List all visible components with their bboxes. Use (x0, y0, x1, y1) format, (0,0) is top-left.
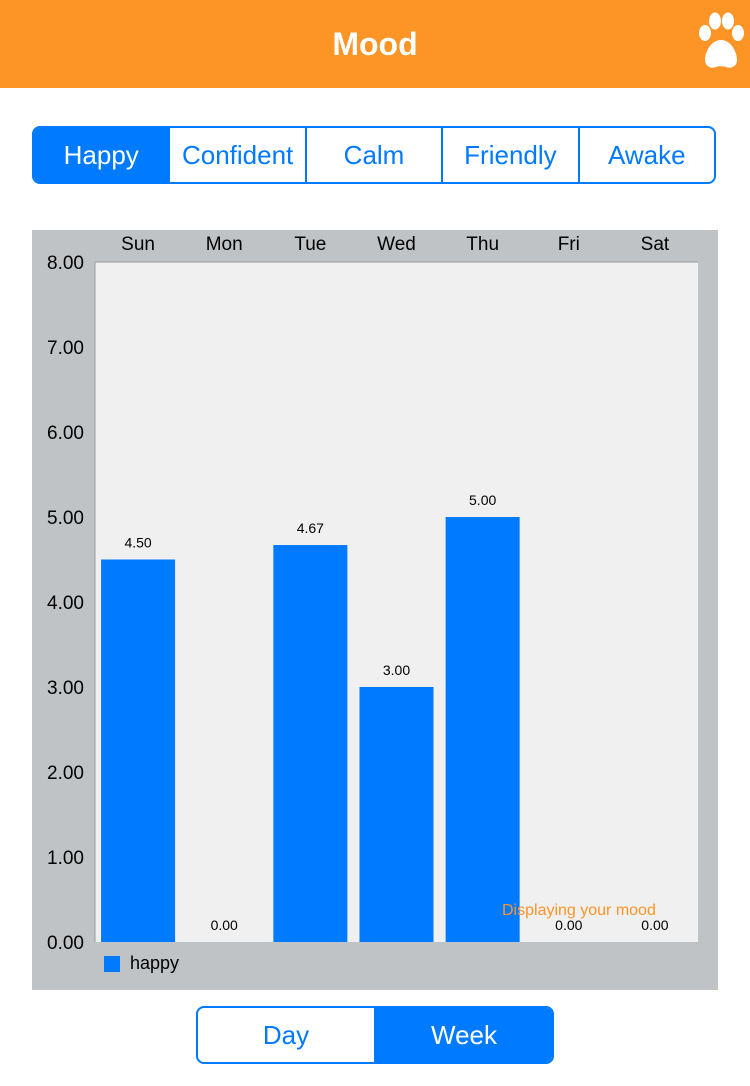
x-tick-label: Wed (377, 234, 416, 255)
y-tick-label: 0.00 (47, 933, 84, 954)
tab-confident[interactable]: Confident (168, 128, 304, 182)
x-tick-label: Sat (641, 234, 670, 255)
x-tick-label: Mon (206, 234, 243, 255)
x-tick-label: Tue (294, 234, 326, 255)
tab-calm[interactable]: Calm (304, 128, 441, 182)
tab-happy[interactable]: Happy (34, 128, 169, 182)
mood-segmented-control: Happy Confident Calm Friendly Awake (32, 126, 716, 184)
x-tick-label: Thu (466, 234, 499, 255)
bar-value-label: 4.67 (297, 520, 324, 536)
tab-awake[interactable]: Awake (577, 128, 714, 182)
nav-bar: Mood (0, 0, 750, 88)
legend-swatch (104, 955, 120, 972)
bar-thu (445, 517, 520, 942)
chart-legend: happy (104, 953, 179, 974)
bar-value-label: 5.00 (469, 492, 496, 508)
page-title: Mood (332, 26, 418, 62)
bar-wed (359, 687, 434, 942)
range-segmented-control: Day Week (196, 1006, 554, 1064)
chart-watermark: Displaying your mood (502, 902, 656, 919)
y-tick-label: 1.00 (47, 848, 84, 869)
bar-value-label: 0.00 (555, 917, 582, 933)
y-tick-label: 6.00 (47, 423, 84, 444)
x-tick-label: Fri (558, 234, 580, 255)
bar-chart: 0.00 1.00 2.00 3.00 4.00 5.00 6.00 7.00 8.00 Sun 4… (47, 234, 698, 954)
tab-week[interactable]: Week (374, 1008, 552, 1062)
tab-friendly[interactable]: Friendly (441, 128, 577, 182)
y-tick-label: 7.00 (47, 338, 84, 359)
mood-chart: 0.00 1.00 2.00 3.00 4.00 5.00 6.00 7.00 8.00 Sun 4… (32, 230, 718, 990)
x-tick-label: Sun (121, 234, 155, 255)
y-tick-label: 4.00 (47, 593, 84, 614)
legend-label: happy (130, 953, 180, 973)
y-tick-label: 2.00 (47, 763, 84, 784)
y-tick-label: 5.00 (47, 508, 84, 529)
bar-sun (101, 559, 176, 942)
bar-value-label: 0.00 (641, 917, 668, 933)
paw-icon[interactable] (694, 10, 748, 74)
bar-value-label: 4.50 (124, 535, 151, 551)
y-tick-label: 3.00 (47, 678, 84, 699)
y-tick-label: 8.00 (47, 253, 84, 274)
bar-tue (273, 545, 348, 942)
tab-day[interactable]: Day (262, 1019, 310, 1050)
bar-value-label: 3.00 (383, 662, 410, 678)
bar-value-label: 0.00 (211, 917, 238, 933)
